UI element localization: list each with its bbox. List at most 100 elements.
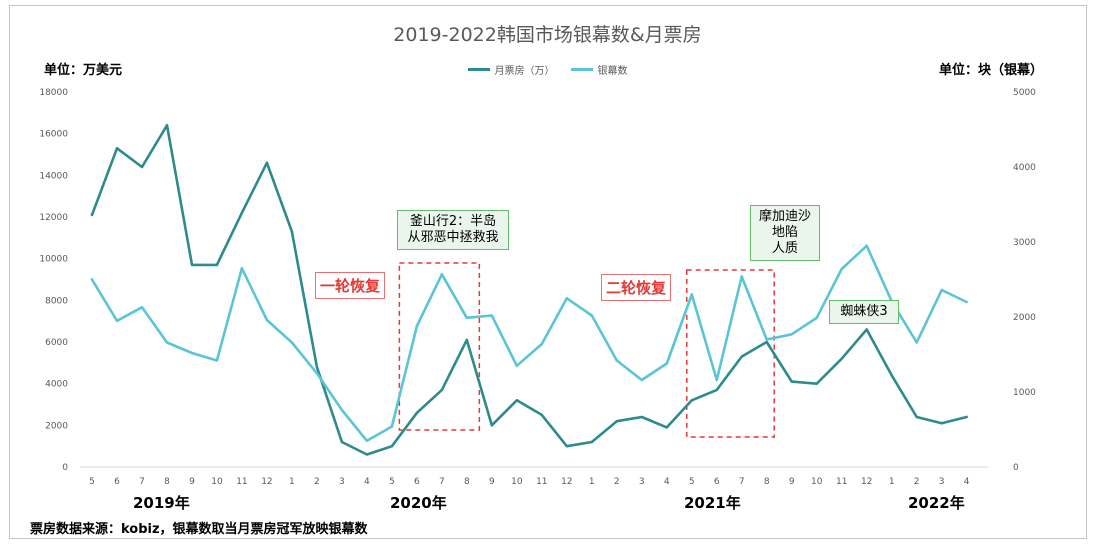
data-point-screens (465, 316, 469, 319)
data-point-box-office (815, 382, 818, 385)
data-point-box-office (940, 422, 943, 425)
data-point-box-office (515, 399, 519, 402)
x-tick-label: 3 (339, 477, 345, 487)
data-point-screens (840, 267, 843, 271)
data-point-box-office (115, 147, 119, 150)
annotation-2020-films: 釜山行2：半岛 从邪恶中拯救我 (397, 210, 509, 250)
y-left-tick-label: 14000 (39, 171, 68, 181)
x-tick-label: 11 (536, 477, 547, 487)
right-axis-unit: 单位：块（银幕） (938, 63, 1043, 78)
legend-item-box-office: 月票房（万） (467, 62, 555, 77)
y-right-tick-label: 4000 (1013, 163, 1036, 173)
data-point-box-office (915, 415, 918, 419)
data-point-screens (590, 314, 593, 317)
x-tick-label: 9 (189, 477, 195, 487)
data-point-box-office (465, 338, 469, 342)
y-left-tick-label: 0 (62, 463, 68, 473)
data-point-screens (440, 273, 444, 276)
data-point-screens (265, 318, 269, 322)
chart-frame (9, 5, 1087, 539)
x-tick-label: 6 (714, 477, 720, 487)
legend-swatch-screens (570, 68, 593, 71)
year-label-2020: 2020年 (390, 494, 447, 512)
data-point-box-office (665, 426, 668, 429)
x-tick-label: 4 (964, 477, 970, 487)
series-line-box-office (90, 124, 968, 456)
x-tick-label: 9 (789, 477, 795, 487)
x-tick-label: 12 (861, 477, 872, 487)
data-point-box-office (890, 374, 893, 377)
annotation-2021-spiderman-text: 蜘蛛侠3 (840, 304, 888, 319)
x-tick-label: 5 (89, 477, 95, 487)
x-tick-label: 3 (939, 477, 945, 487)
x-tick-label: 2 (914, 477, 920, 487)
x-tick-label: 10 (811, 477, 823, 487)
data-point-screens (215, 359, 219, 362)
data-point-screens (665, 362, 668, 365)
data-point-screens (165, 341, 169, 344)
x-tick-label: 7 (739, 477, 745, 487)
x-tick-label: 8 (164, 477, 170, 487)
data-point-box-office (840, 357, 843, 360)
data-point-screens (790, 333, 793, 336)
data-point-box-office (90, 213, 94, 217)
data-point-screens (365, 439, 369, 442)
y-left-tick-label: 4000 (45, 380, 68, 390)
data-point-box-office (265, 161, 269, 165)
data-point-box-office (565, 444, 569, 448)
annotation-2021-films: 摩加迪沙 地陷 人质 (750, 205, 820, 261)
data-point-screens (540, 342, 544, 346)
data-point-screens (390, 425, 394, 428)
y-right-tick-label: 2000 (1013, 313, 1036, 323)
data-point-box-office (690, 399, 693, 402)
x-tick-label: 8 (764, 477, 770, 487)
x-tick-label: 5 (689, 477, 695, 487)
x-tick-label: 10 (511, 477, 523, 487)
data-point-screens (640, 378, 643, 382)
chart-title: 2019-2022韩国市场银幕数&月票房 (393, 24, 702, 46)
y-right-tick-label: 3000 (1013, 238, 1036, 248)
y-left-tick-label: 16000 (39, 130, 68, 140)
data-point-box-office (365, 453, 369, 456)
year-label-2022: 2022年 (908, 494, 965, 512)
data-point-screens (140, 306, 144, 309)
y-left-tick-label: 6000 (45, 338, 68, 348)
data-point-screens (715, 378, 718, 382)
data-point-screens (315, 372, 319, 375)
x-tick-label: 11 (836, 477, 847, 487)
left-axis-unit: 单位：万美元 (44, 63, 123, 78)
data-point-screens (290, 341, 294, 344)
data-point-screens (90, 278, 94, 281)
recovery-label-second: 二轮恢复 (601, 274, 672, 301)
data-point-screens (415, 324, 419, 328)
data-point-screens (690, 293, 693, 296)
data-point-screens (965, 300, 968, 304)
x-tick-label: 10 (211, 477, 223, 487)
data-point-screens (190, 351, 194, 355)
y-left-tick-label: 2000 (45, 421, 68, 431)
legend-label-box-office: 月票房（万） (494, 66, 555, 77)
legend-swatch-box-office (467, 68, 490, 71)
data-point-box-office (765, 340, 768, 344)
x-tick-label: 7 (139, 477, 145, 487)
y-left-tick-label: 18000 (39, 88, 68, 98)
data-point-screens (815, 316, 818, 319)
year-label-2019: 2019年 (133, 494, 190, 512)
data-point-screens (615, 359, 618, 362)
data-point-box-office (390, 444, 394, 448)
y-right-tick-label: 1000 (1013, 388, 1036, 398)
data-point-screens (865, 244, 868, 247)
data-point-box-office (290, 230, 294, 233)
data-point-box-office (715, 388, 718, 392)
data-point-screens (240, 267, 244, 270)
legend-item-screens: 银幕数 (570, 62, 628, 77)
recovery-box-second (686, 269, 775, 438)
data-point-screens (340, 408, 344, 412)
x-tick-label: 11 (236, 477, 247, 487)
x-tick-label: 6 (414, 477, 420, 487)
data-point-box-office (590, 440, 593, 444)
data-point-box-office (190, 263, 194, 267)
x-tick-label: 4 (664, 477, 670, 487)
data-point-box-office (340, 440, 344, 444)
data-point-box-office (215, 263, 219, 267)
